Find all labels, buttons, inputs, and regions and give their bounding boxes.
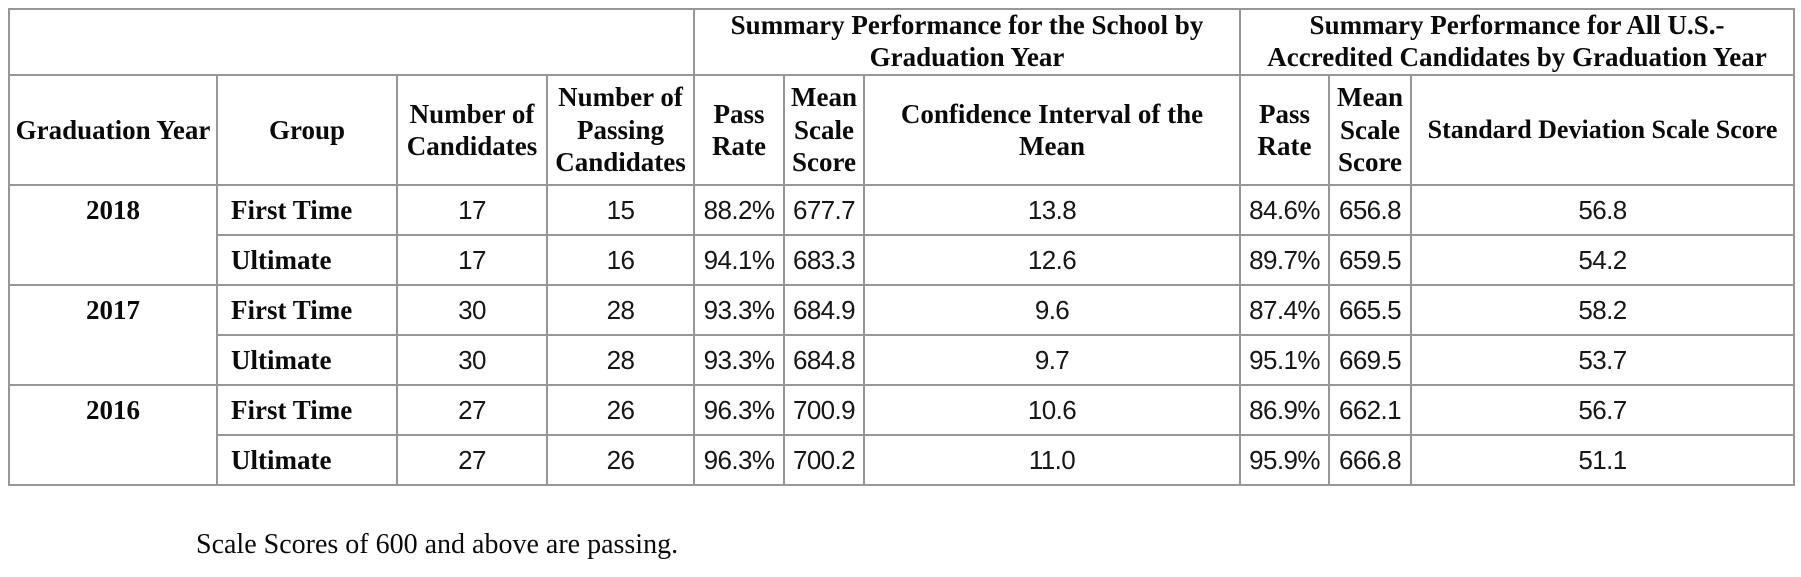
- section-header-row: Summary Performance for the School by Gr…: [8, 8, 1796, 76]
- cell-num-candidates: 17: [396, 184, 548, 236]
- col-header-national-mean-scale-score: Mean Scale Score: [1328, 74, 1412, 186]
- table-row-2017-first-time: 2017 First Time 30 28 93.3% 684.9 9.6 87…: [8, 284, 1796, 386]
- cell-group: First Time: [216, 384, 398, 436]
- cell-group: Ultimate: [216, 434, 398, 486]
- cell-natl-mean-scale: 665.5: [1328, 284, 1412, 336]
- cell-school-mean-scale: 683.3: [783, 234, 865, 286]
- table-row-2016-ultimate: Ultimate 27 26 96.3% 700.2 11.0 95.9% 66…: [9, 434, 1796, 486]
- footnote-text: Scale Scores of 600 and above are passin…: [196, 529, 679, 560]
- cell-num-passing: 26: [546, 384, 695, 436]
- school-section-header: Summary Performance for the School by Gr…: [693, 8, 1241, 76]
- cell-group: First Time: [216, 284, 398, 336]
- cell-num-passing: 28: [546, 284, 695, 336]
- cell-natl-mean-scale: 656.8: [1328, 184, 1412, 236]
- cell-school-mean-scale: 684.9: [783, 284, 865, 336]
- cell-num-passing: 15: [546, 184, 695, 236]
- cell-school-mean-scale: 700.9: [783, 384, 865, 436]
- cell-school-pass-rate: 96.3%: [693, 434, 785, 486]
- table-row-2016-first-time: 2016 First Time 27 26 96.3% 700.9 10.6 8…: [8, 384, 1796, 486]
- col-header-graduation-year: Graduation Year: [8, 74, 218, 186]
- cell-school-mean-scale: 677.7: [783, 184, 865, 236]
- cell-school-pass-rate: 94.1%: [693, 234, 785, 286]
- cell-natl-pass-rate: 95.9%: [1239, 434, 1330, 486]
- cell-year: 2018: [8, 184, 218, 286]
- cell-confidence-interval: 10.6: [863, 384, 1241, 436]
- cell-natl-pass-rate: 84.6%: [1239, 184, 1330, 236]
- cell-natl-pass-rate: 86.9%: [1239, 384, 1330, 436]
- cell-natl-mean-scale: 666.8: [1328, 434, 1412, 486]
- cell-natl-std-dev: 58.2: [1409, 284, 1796, 336]
- cell-num-candidates: 27: [396, 434, 548, 486]
- performance-summary-table: Summary Performance for the School by Gr…: [8, 8, 1796, 486]
- empty-corner-cell: [8, 8, 695, 76]
- cell-natl-pass-rate: 95.1%: [1239, 334, 1330, 386]
- cell-school-pass-rate: 88.2%: [693, 184, 785, 236]
- cell-natl-mean-scale: 662.1: [1328, 384, 1412, 436]
- col-header-group: Group: [216, 74, 398, 186]
- col-header-number-of-passing-candidates: Number of Passing Candidates: [546, 74, 695, 186]
- cell-group: Ultimate: [216, 334, 398, 386]
- cell-year: 2017: [8, 284, 218, 386]
- cell-num-candidates: 30: [396, 334, 548, 386]
- cell-natl-std-dev: 53.7: [1409, 334, 1796, 386]
- cell-school-pass-rate: 93.3%: [693, 284, 785, 336]
- cell-school-pass-rate: 96.3%: [693, 384, 785, 436]
- col-header-school-pass-rate: Pass Rate: [693, 74, 785, 186]
- cell-group: First Time: [216, 184, 398, 236]
- cell-confidence-interval: 9.6: [863, 284, 1241, 336]
- cell-natl-std-dev: 56.8: [1409, 184, 1796, 236]
- col-header-standard-deviation: Standard Deviation Scale Score: [1409, 74, 1796, 186]
- cell-confidence-interval: 12.6: [863, 234, 1241, 286]
- cell-confidence-interval: 13.8: [863, 184, 1241, 236]
- table-row-2018-first-time: 2018 First Time 17 15 88.2% 677.7 13.8 8…: [8, 184, 1796, 286]
- cell-natl-pass-rate: 89.7%: [1239, 234, 1330, 286]
- cell-num-passing: 16: [546, 234, 695, 286]
- cell-school-mean-scale: 684.8: [783, 334, 865, 386]
- cell-natl-std-dev: 54.2: [1409, 234, 1796, 286]
- cell-num-passing: 26: [546, 434, 695, 486]
- cell-num-candidates: 27: [396, 384, 548, 436]
- table-row-2017-ultimate: Ultimate 30 28 93.3% 684.8 9.7 95.1% 669…: [9, 334, 1796, 386]
- table-row-2018-ultimate: Ultimate 17 16 94.1% 683.3 12.6 89.7% 65…: [9, 234, 1796, 286]
- cell-num-candidates: 17: [396, 234, 548, 286]
- cell-year: 2016: [8, 384, 218, 486]
- cell-natl-mean-scale: 669.5: [1328, 334, 1412, 386]
- column-header-row: Graduation Year Group Number of Candidat…: [8, 74, 1796, 186]
- col-header-number-of-candidates: Number of Candidates: [396, 74, 548, 186]
- cell-natl-pass-rate: 87.4%: [1239, 284, 1330, 336]
- cell-school-pass-rate: 93.3%: [693, 334, 785, 386]
- cell-natl-std-dev: 51.1: [1409, 434, 1796, 486]
- cell-num-passing: 28: [546, 334, 695, 386]
- cell-group: Ultimate: [216, 234, 398, 286]
- col-header-confidence-interval: Confidence Interval of the Mean: [863, 74, 1241, 186]
- cell-natl-std-dev: 56.7: [1409, 384, 1796, 436]
- col-header-school-mean-scale-score: Mean Scale Score: [783, 74, 865, 186]
- cell-natl-mean-scale: 659.5: [1328, 234, 1412, 286]
- national-section-header: Summary Performance for All U.S.-Accredi…: [1238, 8, 1796, 76]
- cell-confidence-interval: 9.7: [863, 334, 1241, 386]
- cell-num-candidates: 30: [396, 284, 548, 336]
- cell-confidence-interval: 11.0: [863, 434, 1241, 486]
- cell-school-mean-scale: 700.2: [783, 434, 865, 486]
- col-header-national-pass-rate: Pass Rate: [1239, 74, 1330, 186]
